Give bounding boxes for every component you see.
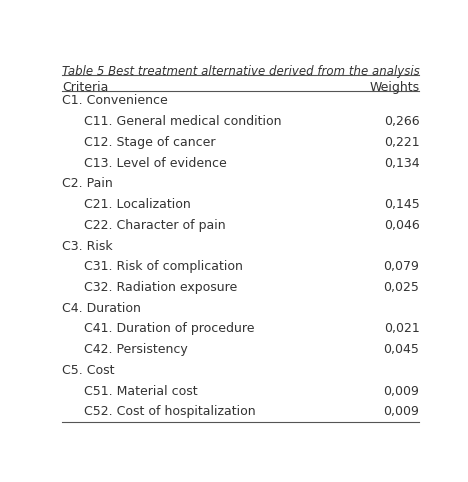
Text: C41. Duration of procedure: C41. Duration of procedure [84, 322, 255, 335]
Text: Criteria: Criteria [62, 81, 109, 94]
Text: 0,079: 0,079 [383, 260, 419, 273]
Text: C4. Duration: C4. Duration [62, 302, 141, 315]
Text: 0,025: 0,025 [383, 281, 419, 294]
Text: 0,021: 0,021 [384, 322, 419, 335]
Text: C11. General medical condition: C11. General medical condition [84, 115, 281, 128]
Text: Weights: Weights [369, 81, 419, 94]
Text: 0,045: 0,045 [383, 343, 419, 356]
Text: C2. Pain: C2. Pain [62, 177, 113, 190]
Text: 0,145: 0,145 [384, 198, 419, 211]
Text: Table 5 Best treatment alternative derived from the analysis: Table 5 Best treatment alternative deriv… [62, 65, 420, 78]
Text: C31. Risk of complication: C31. Risk of complication [84, 260, 243, 273]
Text: C12. Stage of cancer: C12. Stage of cancer [84, 136, 215, 149]
Text: 0,009: 0,009 [383, 385, 419, 398]
Text: 0,046: 0,046 [384, 219, 419, 232]
Text: C13. Level of evidence: C13. Level of evidence [84, 157, 227, 170]
Text: C3. Risk: C3. Risk [62, 240, 113, 253]
Text: 0,009: 0,009 [383, 405, 419, 418]
Text: C32. Radiation exposure: C32. Radiation exposure [84, 281, 237, 294]
Text: 0,134: 0,134 [384, 157, 419, 170]
Text: C22. Character of pain: C22. Character of pain [84, 219, 226, 232]
Text: C21. Localization: C21. Localization [84, 198, 190, 211]
Text: C5. Cost: C5. Cost [62, 364, 115, 377]
Text: C52. Cost of hospitalization: C52. Cost of hospitalization [84, 405, 256, 418]
Text: C1. Convenience: C1. Convenience [62, 94, 168, 107]
Text: 0,266: 0,266 [384, 115, 419, 128]
Text: C51. Material cost: C51. Material cost [84, 385, 197, 398]
Text: 0,221: 0,221 [384, 136, 419, 149]
Text: C42. Persistency: C42. Persistency [84, 343, 188, 356]
